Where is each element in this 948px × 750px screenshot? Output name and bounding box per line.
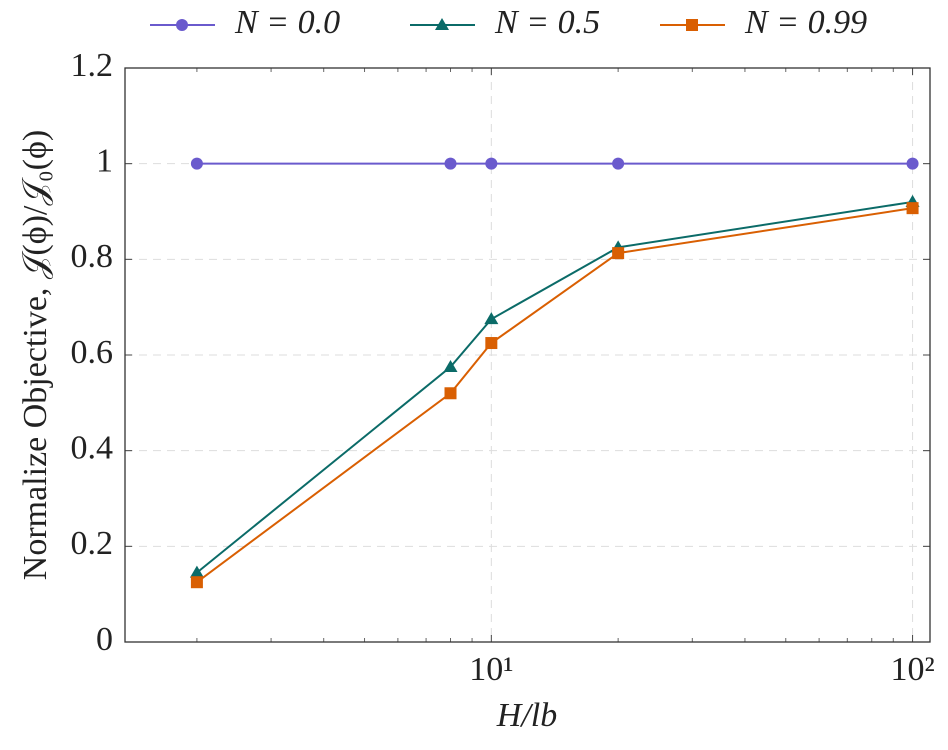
legend-text: N = 0.5 [494, 4, 600, 41]
x-tick-label: 10¹ [469, 651, 513, 688]
x-axis-label: H/lb [496, 697, 557, 734]
y-tick-label: 0.2 [71, 525, 114, 562]
data-point [443, 359, 458, 372]
series-line [196, 200, 913, 574]
data-point [485, 337, 498, 350]
y-axis-label: Normalize Objective, 𝒥(ϕ)/𝒥₀(ϕ) [17, 130, 54, 580]
y-tick-label: 0.6 [71, 334, 114, 371]
legend-text: N = 0.99 [744, 4, 867, 41]
legend-marker [686, 19, 698, 31]
data-point [906, 157, 919, 170]
y-tick-label: 0 [96, 621, 113, 658]
data-point [190, 157, 203, 170]
data-point [444, 387, 457, 400]
legend-marker [435, 18, 449, 30]
data-point [444, 157, 457, 170]
legend-marker [176, 19, 188, 31]
legend-text: N = 0.0 [234, 4, 340, 41]
y-tick-label: 1.2 [71, 47, 114, 84]
data-point [612, 157, 625, 170]
data-point [612, 247, 625, 260]
data-point [190, 576, 203, 589]
series-line [196, 207, 913, 584]
y-tick-label: 0.8 [71, 238, 114, 275]
data-point [906, 202, 919, 215]
plot-frame [124, 67, 931, 643]
data-point [189, 565, 204, 578]
data-point [484, 312, 499, 325]
y-tick-label: 0.4 [71, 429, 114, 466]
y-tick-label: 1 [96, 142, 113, 179]
x-tick-label: 10² [890, 651, 934, 688]
data-point [485, 157, 498, 170]
